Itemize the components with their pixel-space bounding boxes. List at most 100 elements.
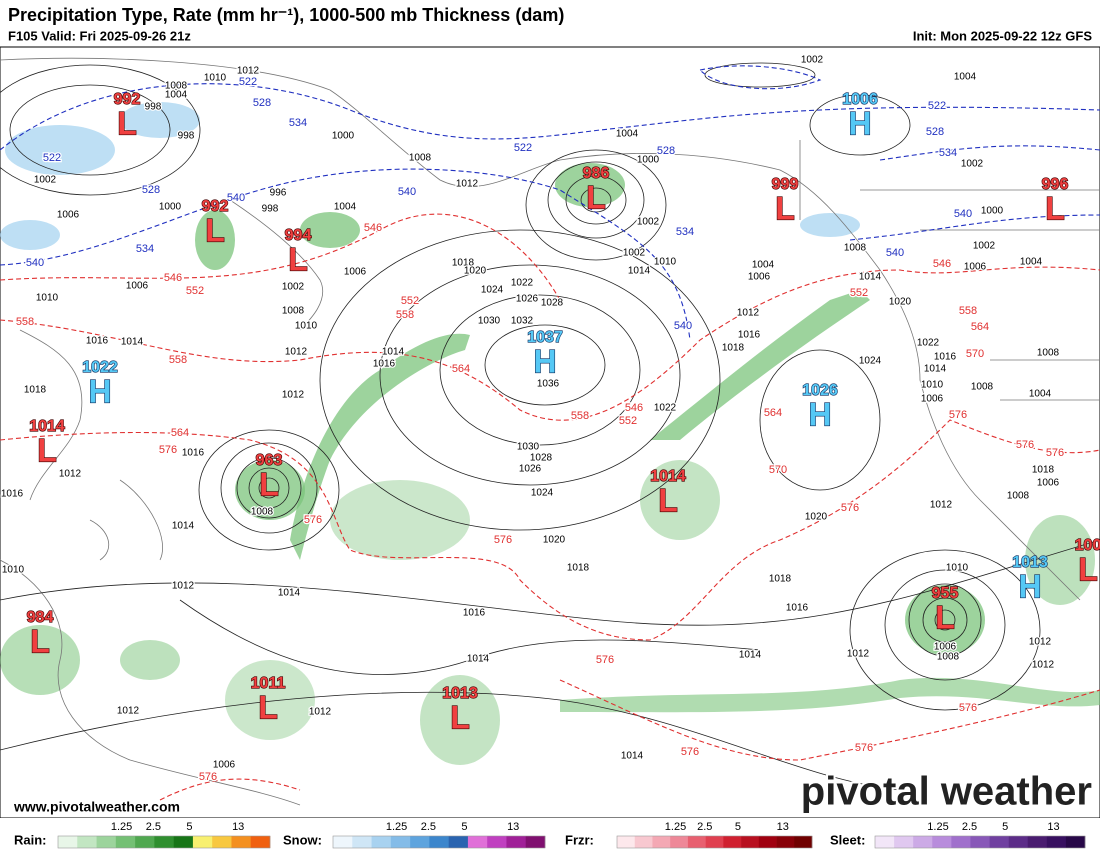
isobar-label: 1004 — [752, 260, 775, 271]
isobar-label: 1004 — [165, 90, 188, 101]
legend-frame — [616, 835, 813, 849]
legend-swatch — [506, 836, 527, 848]
isobar-label: 1018 — [769, 574, 792, 585]
isobar-label: 1006 — [1037, 478, 1060, 489]
pressure-value: 955 — [932, 585, 959, 602]
legend-tick-label: 2.5 — [146, 821, 161, 833]
legend-swatch — [231, 836, 252, 848]
pressure-symbol: L — [658, 482, 678, 518]
pressure-value: 992 — [202, 198, 229, 215]
pressure-symbol: L — [450, 699, 470, 735]
pressure-value: 1006 — [842, 91, 878, 108]
thickness-label: 564 — [171, 427, 189, 439]
isobar-label: 1010 — [295, 321, 318, 332]
pressure-value: 994 — [285, 227, 312, 244]
thickness-label: 528 — [253, 97, 271, 109]
legend-swatch — [390, 836, 411, 848]
pressure-symbol: L — [258, 689, 278, 725]
isobar-label: 1014 — [382, 347, 405, 358]
isobar-label: 1008 — [844, 243, 867, 254]
legend-tick-label: 5 — [461, 821, 467, 833]
isobar-label: 1012 — [1032, 660, 1055, 671]
legend-swatch — [705, 836, 724, 848]
thickness-label: 534 — [136, 243, 154, 255]
legend-swatch — [652, 836, 671, 848]
legend-swatch — [875, 836, 895, 848]
legend-swatch — [77, 836, 97, 848]
isobar-label: 1002 — [973, 241, 996, 252]
map-layers — [0, 46, 1100, 819]
isobar-label: 1016 — [786, 603, 809, 614]
isobar-label: 1016 — [738, 330, 761, 341]
legend-swatch — [154, 836, 174, 848]
legend-swatch — [932, 836, 952, 848]
pressure-symbol: H — [533, 343, 556, 379]
legend-swatch — [135, 836, 155, 848]
isobar-label: 1008 — [409, 153, 432, 164]
isobar-label: 1026 — [519, 464, 542, 475]
legend-frame — [57, 835, 271, 849]
thickness-label: 528 — [142, 184, 160, 196]
isobar-label: 1006 — [921, 394, 944, 405]
isobar-label: 1012 — [237, 66, 260, 77]
thickness-label: 540 — [227, 192, 245, 204]
legend-swatch — [1008, 836, 1029, 848]
isobar-label: 1012 — [117, 706, 140, 717]
isobar-label: 1018 — [567, 563, 590, 574]
isobar-label: 1020 — [805, 512, 828, 523]
thickness-label: 576 — [494, 534, 512, 546]
isobar-label: 1002 — [801, 55, 824, 66]
legend-swatch — [371, 836, 392, 848]
isobar-label: 1006 — [57, 210, 80, 221]
legend-tick-label: 1.25 — [111, 821, 132, 833]
legend-swatch — [1065, 836, 1086, 848]
isobar-label: 1008 — [971, 382, 994, 393]
pressure-value: 984 — [27, 609, 54, 626]
isobar-label: 1006 — [213, 760, 236, 771]
thickness-label: 552 — [619, 415, 637, 427]
isobar-label: 1006 — [126, 281, 149, 292]
thickness-label: 576 — [304, 514, 322, 526]
isobar-label: 1006 — [964, 262, 987, 273]
thickness-label: 546 — [164, 272, 182, 284]
legend-swatch — [333, 836, 353, 848]
isobar-label: 1014 — [121, 337, 144, 348]
isobar-label: 1014 — [278, 588, 301, 599]
legend-swatch — [1027, 836, 1048, 848]
isobar-label: 1018 — [722, 343, 745, 354]
pressure-symbol: H — [808, 396, 831, 432]
legend: Rain: 1.25 2.5 5 13 Snow: 1.25 2.5 5 13 Frzr: 1.25 2… — [0, 818, 1100, 850]
legend-swatch — [58, 836, 78, 848]
isobar-label: 1016 — [373, 359, 396, 370]
title: Precipitation Type, Rate (mm hr⁻¹), 1000… — [8, 5, 564, 25]
logo: pivotal weather — [801, 770, 1092, 814]
legend-label: Rain: — [14, 832, 47, 847]
pressure-value: 986 — [583, 165, 610, 182]
thickness-label: 558 — [169, 354, 187, 366]
isobar-label: 1012 — [1029, 637, 1052, 648]
isobar-label: 1008 — [937, 652, 960, 663]
legend-tick-label: 2.5 — [962, 821, 977, 833]
isobar-label: 1012 — [847, 649, 870, 660]
watermark: www.pivotalweather.com — [13, 799, 180, 815]
legend-tick-label: 1.25 — [386, 821, 407, 833]
thickness-label: 564 — [452, 363, 470, 375]
thickness-label: 540 — [886, 247, 904, 259]
pressure-symbol: L — [205, 212, 225, 248]
thickness-label: 558 — [959, 305, 977, 317]
legend-tick-label: 1.25 — [927, 821, 948, 833]
thickness-label: 546 — [933, 258, 951, 270]
isobar-label: 1008 — [1037, 348, 1060, 359]
pressure-symbol: L — [288, 241, 308, 277]
isobar-label: 1014 — [172, 521, 195, 532]
thickness-label: 552 — [850, 287, 868, 299]
legend-swatch — [970, 836, 990, 848]
pressure-value: 1014 — [650, 468, 686, 485]
isobar-label: 1008 — [251, 507, 274, 518]
isobar-label: 1024 — [859, 356, 882, 367]
thickness-label: 522 — [928, 100, 946, 112]
labels: 1012101010081004998998100210061000996998… — [0, 53, 1100, 784]
thickness-label: 522 — [239, 76, 257, 88]
pressure-symbol: H — [1018, 568, 1041, 604]
